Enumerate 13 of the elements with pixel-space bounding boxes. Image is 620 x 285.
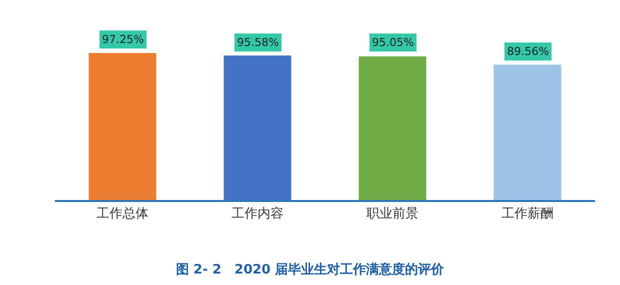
data-label: 95.58% bbox=[237, 36, 279, 49]
data-label: 95.05% bbox=[372, 36, 414, 49]
bar bbox=[88, 53, 156, 200]
bar bbox=[494, 64, 562, 200]
bar bbox=[358, 56, 426, 200]
data-label: 89.56% bbox=[507, 45, 549, 58]
bar bbox=[224, 56, 292, 200]
data-label: 97.25% bbox=[102, 33, 144, 46]
text: 图 2- 2 2020 届毕业生对工作满意度的评价 bbox=[176, 262, 446, 278]
x-tick-label: 工作内容 bbox=[232, 206, 284, 222]
x-tick-label: 工作总体 bbox=[96, 206, 148, 222]
x-tick-label: 职业前景 bbox=[366, 206, 418, 222]
x-tick-label: 工作薪酬 bbox=[502, 206, 554, 222]
